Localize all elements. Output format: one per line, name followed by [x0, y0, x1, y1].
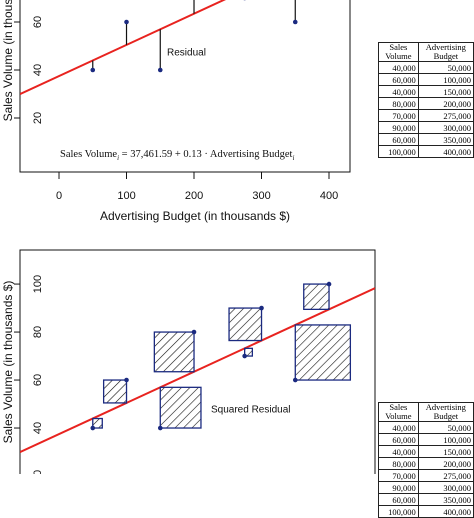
table-cell: 60,000: [379, 494, 419, 506]
table-cell: 40,000: [379, 86, 419, 98]
x-axis-label: Advertising Budget (in thousands $): [100, 209, 290, 223]
x-tick-label: 0: [56, 190, 62, 202]
squared-residual: [154, 332, 194, 372]
table-cell: 275,000: [418, 470, 473, 482]
annotation: Residual: [167, 48, 206, 59]
header-cell: Advertising Budget: [418, 403, 473, 422]
point: [124, 20, 129, 25]
table-cell: 200,000: [418, 98, 473, 110]
table-cell: 40,000: [379, 62, 419, 74]
point: [158, 68, 163, 73]
table-cell: 150,000: [418, 86, 473, 98]
table-cell: 70,000: [379, 110, 419, 122]
x-tick-label: 100: [117, 190, 135, 202]
point: [293, 20, 298, 25]
point: [242, 354, 247, 359]
equation: Sales Volume i = 37,461.59 + 0.13 · Adver…: [60, 149, 294, 161]
annotation: Squared Residual: [211, 405, 291, 416]
y-tick-label: 80: [32, 326, 44, 338]
point: [90, 68, 95, 73]
squared-residual: [104, 380, 127, 403]
y-tick-label: 20: [32, 112, 44, 124]
table-cell: 200,000: [418, 458, 473, 470]
table-cell: 275,000: [418, 110, 473, 122]
point: [293, 378, 298, 383]
point: [90, 426, 95, 431]
y-axis-label: Sales Volume (in thousands $): [1, 0, 15, 121]
equation-text: = 37,461.59 + 0.13 · Advertising Budget: [119, 149, 293, 160]
table-cell: 60,000: [379, 434, 419, 446]
y-tick-label: 20: [32, 470, 44, 474]
y-axis-label: Sales Volume (in thousands $): [1, 281, 15, 444]
point: [124, 378, 129, 383]
squared-residual: [229, 308, 261, 340]
table-cell: 90,000: [379, 482, 419, 494]
table-cell: 80,000: [379, 458, 419, 470]
table-cell: 350,000: [418, 494, 473, 506]
table-cell: 100,000: [418, 434, 473, 446]
table-cell: 60,000: [379, 74, 419, 86]
header-cell: Sales Volume: [379, 43, 419, 62]
table-cell: 60,000: [379, 134, 419, 146]
equation-subscript: i: [292, 154, 294, 162]
squared-residual: [304, 284, 329, 309]
squared-residual: [160, 387, 201, 428]
table-cell: 70,000: [379, 470, 419, 482]
table-cell: 50,000: [418, 62, 473, 74]
header-cell: Sales Volume: [379, 403, 419, 422]
x-tick-label: 200: [185, 190, 203, 202]
y-tick-label: 100: [32, 275, 44, 293]
table-cell: 350,000: [418, 134, 473, 146]
plot-area: [20, 282, 375, 452]
x-tick-label: 400: [320, 190, 338, 202]
table-cell: 100,000: [379, 506, 419, 518]
y-tick-label: 40: [32, 64, 44, 76]
point: [158, 426, 163, 431]
table-cell: 150,000: [418, 446, 473, 458]
table-cell: 50,000: [418, 422, 473, 434]
squared-residual: [295, 325, 350, 380]
table-cell: 300,000: [418, 122, 473, 134]
point: [259, 306, 264, 311]
table-cell: 90,000: [379, 122, 419, 134]
point: [327, 282, 332, 287]
y-tick-label: 60: [32, 374, 44, 386]
y-tick-label: 40: [32, 422, 44, 434]
header-cell: Advertising Budget: [418, 43, 473, 62]
table-cell: 100,000: [379, 146, 419, 158]
table-cell: 40,000: [379, 422, 419, 434]
x-tick-label: 300: [252, 190, 270, 202]
table-cell: 80,000: [379, 98, 419, 110]
table-cell: 100,000: [418, 74, 473, 86]
plot-box: [20, 0, 350, 172]
y-tick-label: 60: [32, 16, 44, 28]
point: [192, 330, 197, 335]
equation-text: Sales Volume: [60, 149, 117, 160]
table-cell: 40,000: [379, 446, 419, 458]
table-cell: 400,000: [418, 506, 473, 518]
table-cell: 300,000: [418, 482, 473, 494]
table-cell: 400,000: [418, 146, 473, 158]
page: 20 40 60 0 100 200 300 400 Advertising Budget (i…: [0, 0, 474, 474]
